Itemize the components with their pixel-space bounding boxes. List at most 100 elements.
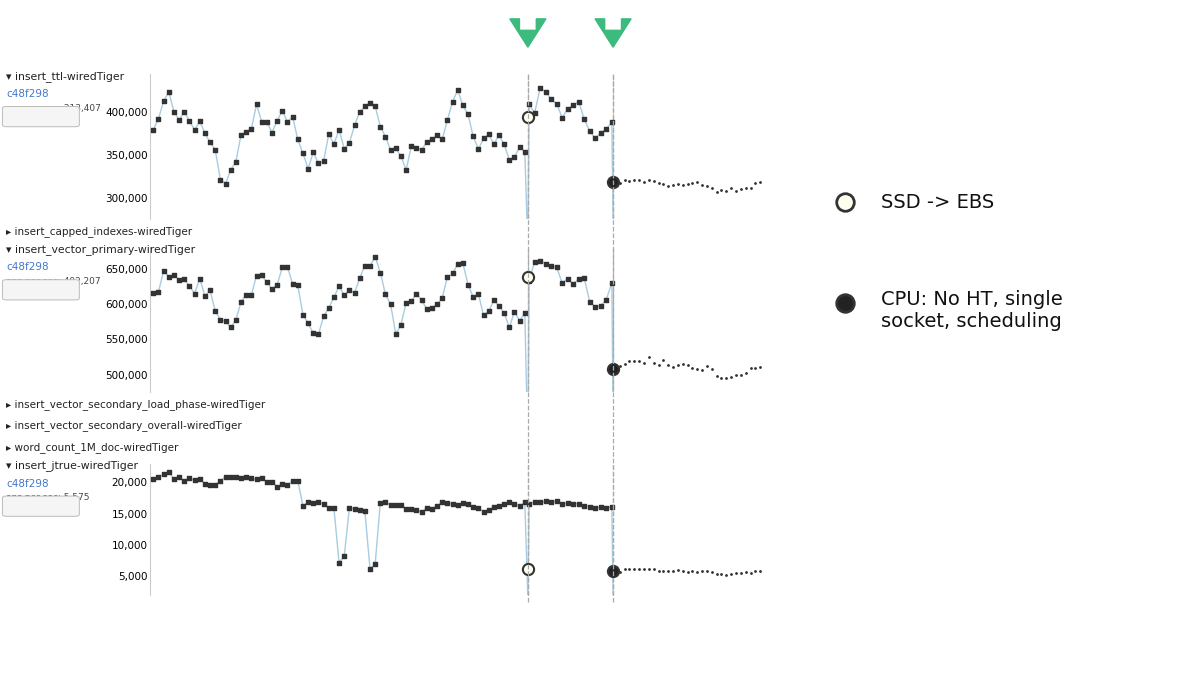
FancyBboxPatch shape [2,280,79,300]
Point [569,96,588,107]
Point [210,314,230,325]
Point [500,497,519,508]
Point [356,506,375,516]
Text: CPU: No HT, single
socket, scheduling: CPU: No HT, single socket, scheduling [881,290,1063,331]
FancyBboxPatch shape [2,496,79,516]
Point [480,129,499,140]
Point [692,565,712,576]
Point [518,272,537,282]
Point [654,565,673,576]
Point [237,472,256,483]
Point [620,176,639,187]
Point [750,362,769,373]
Point [668,360,688,371]
Point [401,141,421,152]
Point [149,471,168,482]
Point [262,284,281,295]
Point [376,289,395,300]
FancyArrow shape [595,19,631,47]
Point [606,179,625,189]
Point [453,100,472,111]
Point [606,363,625,374]
Point [678,360,697,371]
Point [516,146,535,157]
Point [602,277,621,288]
Point [257,116,276,127]
Point [721,371,740,382]
Point [575,114,594,125]
Point [591,127,611,138]
Point [174,476,194,487]
Point [334,143,353,154]
Point [278,262,297,272]
Point [406,142,426,153]
Point [464,501,483,512]
Point [246,270,266,281]
Point [319,129,338,140]
Point [154,266,173,276]
Point [268,279,287,290]
Point [569,274,588,284]
Point [417,304,436,315]
Point [494,139,513,150]
Point [381,299,400,310]
Point [221,164,240,175]
Point [558,103,577,114]
Point [702,183,721,193]
Point [510,501,529,512]
Point [293,148,313,158]
Point [721,569,740,580]
Point [422,303,441,313]
Text: ops per sec: 5,575: ops per sec: 5,575 [6,493,89,502]
Point [536,258,555,269]
Point [702,363,721,374]
Point [345,120,364,131]
Point [547,496,566,507]
Point [149,286,168,297]
Point [159,272,178,282]
Point [242,473,261,484]
Point [635,357,654,368]
Text: ▸ insert_capped_indexes-wiredTiger: ▸ insert_capped_indexes-wiredTiger [6,226,192,237]
Point [345,288,364,299]
Point [309,329,328,340]
Point [428,130,447,141]
Point [525,108,545,119]
Point [165,270,184,280]
Point [293,309,313,320]
Point [309,158,328,168]
Point [664,565,683,576]
Point [144,474,163,485]
Point [530,255,549,266]
Point [282,111,302,122]
Point [334,290,353,301]
Point [542,497,561,508]
Point [444,96,463,107]
Point [210,175,230,185]
Text: ▾ insert_ttl-wiredTiger: ▾ insert_ttl-wiredTiger [6,71,124,82]
Point [716,373,736,384]
Point [750,177,769,187]
Point [195,479,214,489]
Point [298,318,317,329]
Point [428,501,447,512]
Point [278,479,297,490]
Point [654,178,673,189]
Point [591,301,611,311]
Text: ▾ insert_jtrue-wiredTiger: ▾ insert_jtrue-wiredTiger [6,460,138,471]
Point [489,129,508,140]
Point [712,185,731,195]
Point [422,133,441,144]
Point [569,498,588,509]
Point [412,295,432,305]
Point [356,101,375,112]
Point [536,86,555,97]
Point [575,273,594,284]
Text: ▸ word_count_1M_doc-wiredTiger: ▸ word_count_1M_doc-wiredTiger [6,442,178,453]
Point [458,279,477,290]
Point [180,115,200,126]
Point [712,569,731,580]
Point [154,469,173,480]
Point [745,363,764,373]
Point [206,306,225,317]
